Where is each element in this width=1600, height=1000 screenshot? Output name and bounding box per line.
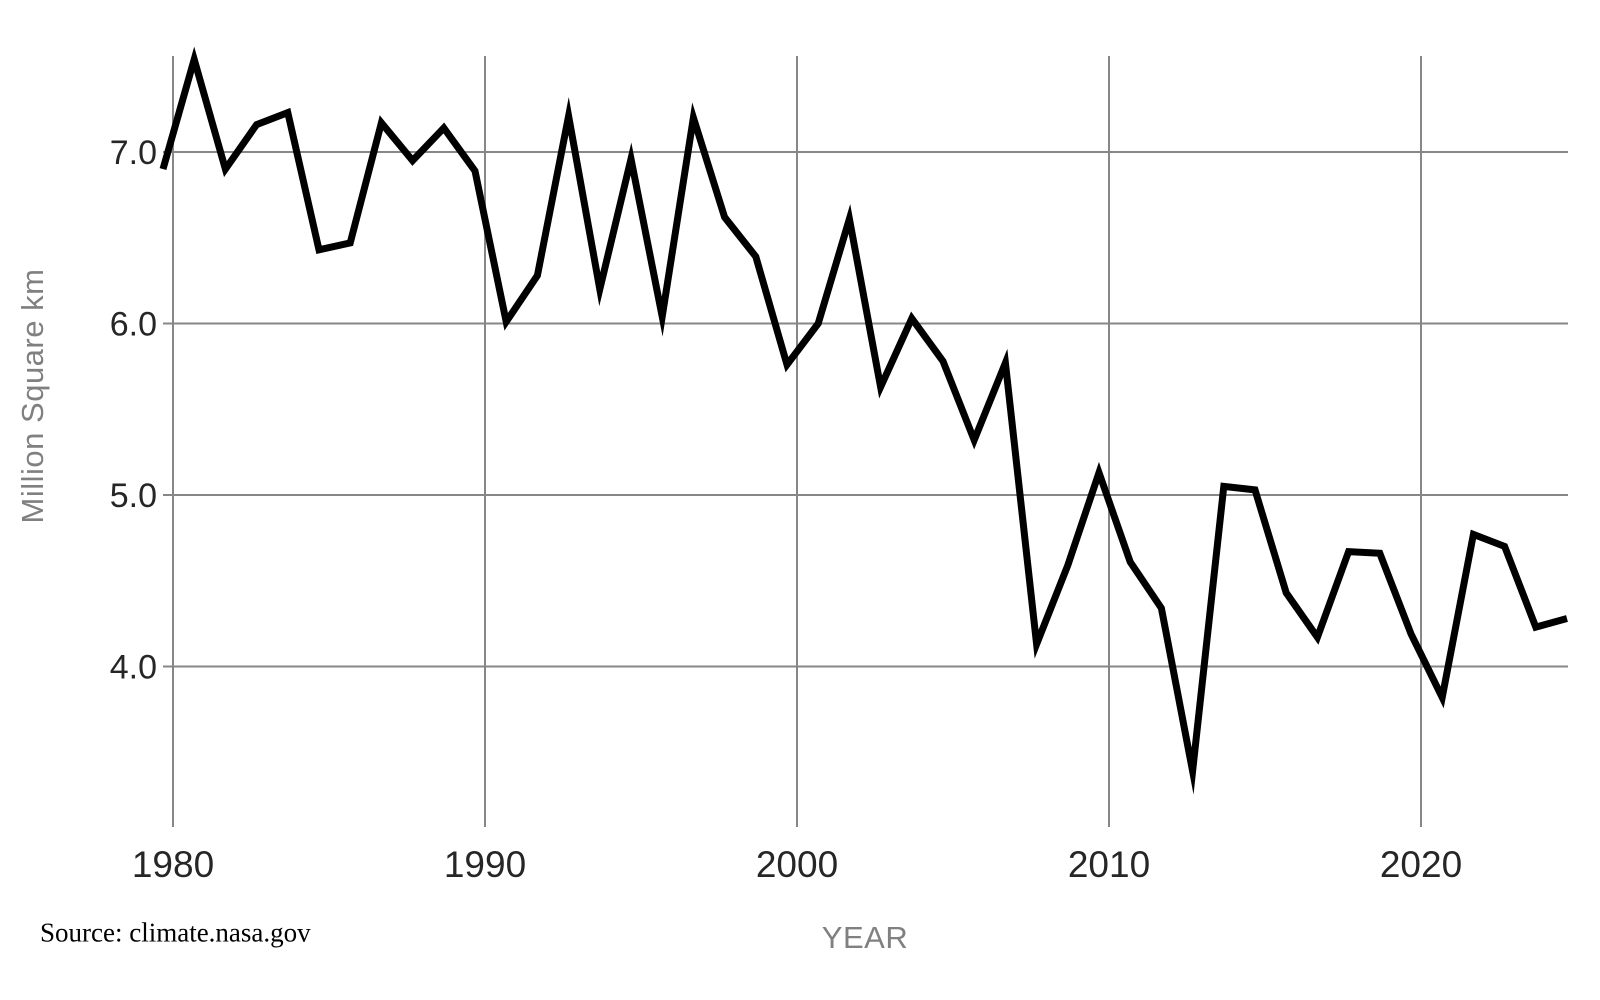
y-axis-title: Million Square km — [15, 268, 50, 524]
x-tick-label-2010: 2010 — [1068, 844, 1150, 885]
y-tick-label-7.0: 7.0 — [110, 134, 157, 172]
x-tick-label-2000: 2000 — [756, 844, 838, 885]
y-tick-label-4.0: 4.0 — [110, 649, 157, 687]
x-tick-label-1990: 1990 — [444, 844, 526, 885]
source-note: Source: climate.nasa.gov — [40, 917, 311, 948]
x-tick-label-2020: 2020 — [1380, 844, 1462, 885]
y-tick-labels: 7.0 6.0 5.0 4.0 — [110, 134, 157, 687]
x-tick-label-1980: 1980 — [132, 844, 214, 885]
x-tick-labels: 1980 1990 2000 2010 2020 — [132, 844, 1462, 885]
x-axis-title: YEAR — [821, 920, 909, 955]
y-tick-label-6.0: 6.0 — [110, 306, 157, 344]
sea-ice-extent-line — [159, 46, 1568, 795]
gridlines — [163, 56, 1568, 827]
y-tick-label-5.0: 5.0 — [110, 477, 157, 515]
